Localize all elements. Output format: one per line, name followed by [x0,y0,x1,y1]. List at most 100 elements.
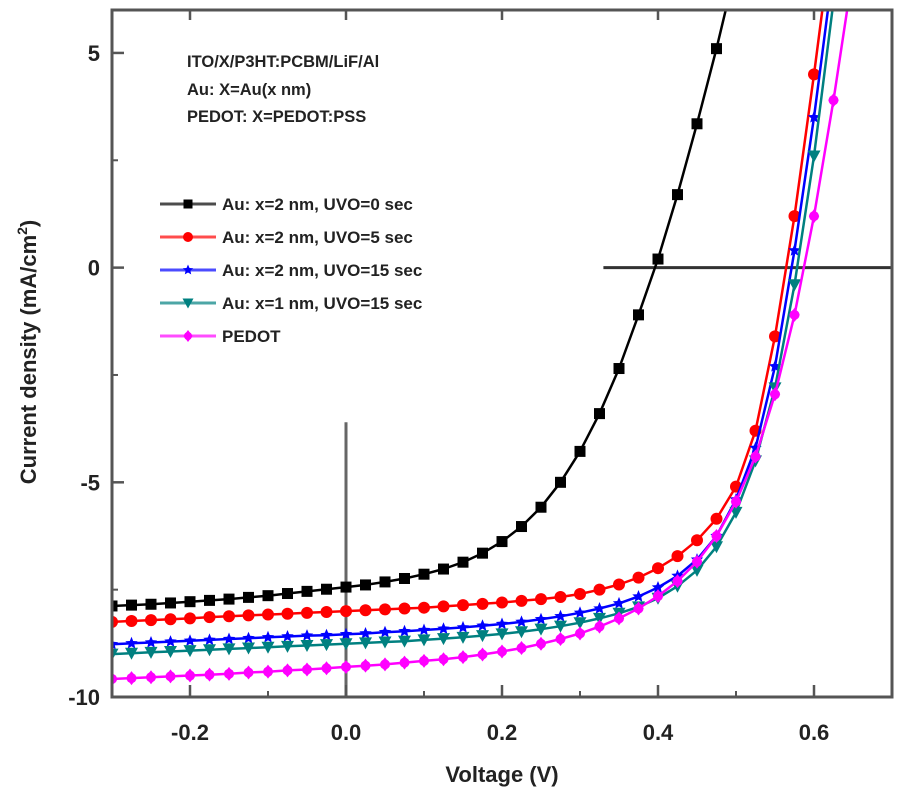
data-point [261,641,275,654]
data-point [555,476,566,488]
data-point-core [497,646,507,657]
data-point-core [146,672,156,683]
y-axis-title-superscript: 2 [14,227,30,235]
data-point [807,110,821,123]
data-point-core [516,643,527,654]
x-tick-label: 0.6 [799,720,830,745]
x-tick-label: 0.4 [643,720,674,745]
data-point [535,593,547,606]
axis-ticks [112,10,816,699]
series-layer [112,10,849,686]
series-2 [112,10,824,628]
legend-marker [182,264,194,275]
data-point [300,629,314,641]
data-point [184,612,196,625]
data-point-core [458,652,468,663]
data-point-core [731,496,741,507]
data-point [612,596,626,609]
data-point [125,647,138,660]
data-point [711,43,722,55]
data-point [671,550,684,563]
data-point [456,620,470,633]
data-point [203,611,216,624]
data-point [399,572,410,584]
data-point [242,609,255,622]
data-point [223,610,235,623]
data-point [691,118,703,130]
x-axis-title: Voltage (V) [445,762,558,787]
data-point [165,597,176,609]
legend-marker-core [184,332,192,340]
x-tick-label: -0.2 [171,720,209,745]
data-point [112,648,119,661]
legend-label: PEDOT [222,327,281,346]
data-point-core [360,660,371,671]
data-point [437,633,450,646]
data-point [593,612,606,625]
data-point-core [165,671,176,682]
data-point [300,639,314,652]
data-point [378,625,392,638]
data-point [378,636,392,649]
data-point [495,628,509,641]
data-point [223,593,235,605]
data-point-core [263,666,273,677]
data-point-core [575,628,585,639]
data-point [672,189,683,201]
data-point [145,598,157,610]
data-point-core [809,211,819,222]
data-point [808,68,820,81]
data-point [184,596,196,608]
data-point [554,609,567,622]
data-point [242,642,255,655]
data-point [222,643,236,656]
legend-item: Au: x=2 nm, UVO=15 sec [160,261,422,280]
data-point-core [185,670,195,681]
data-point [457,556,469,568]
data-point [359,627,372,639]
annotation-line-pedot: PEDOT: X=PEDOT:PSS [187,108,366,126]
y-axis-title-main: Current density (mA/cm [16,235,41,484]
data-point [729,506,743,519]
legend-item: Au: x=2 nm, UVO=5 sec [160,228,413,247]
y-tick-label: -10 [68,685,100,710]
data-point [359,637,372,650]
legend-marker [183,199,193,209]
data-point-core [204,669,215,680]
data-point [281,630,294,642]
data-point-core [419,655,429,666]
data-point [144,646,158,659]
data-point-core [341,661,351,672]
annotation-line-au: Au: X=Au(x nm) [187,81,311,99]
legend-label: Au: x=2 nm, UVO=15 sec [222,261,422,280]
data-point [164,635,177,647]
data-point [788,243,801,256]
data-point [456,631,470,644]
y-tick-label: 0 [88,256,100,281]
data-point [262,590,274,602]
data-point-core [555,634,566,645]
data-point [769,330,781,343]
data-point [417,634,431,647]
x-tick-labels: -0.2 0.0 0.2 0.4 0.6 [171,720,829,745]
x-tick-label: 0.0 [331,720,362,745]
data-point [183,634,197,646]
data-point [534,623,548,636]
data-point [418,568,430,580]
data-point [496,596,508,609]
data-point [594,408,605,420]
data-point [204,594,215,606]
data-point [593,583,606,596]
legend-label: Au: x=1 nm, UVO=15 sec [222,294,422,313]
data-point [554,620,567,633]
data-point [164,613,177,626]
data-point [516,521,527,533]
data-point [281,607,294,620]
series-1 [112,10,728,612]
data-point [573,606,587,619]
data-point [203,633,216,646]
reference-lines [344,266,892,697]
data-point [126,599,137,611]
data-point [613,578,625,591]
